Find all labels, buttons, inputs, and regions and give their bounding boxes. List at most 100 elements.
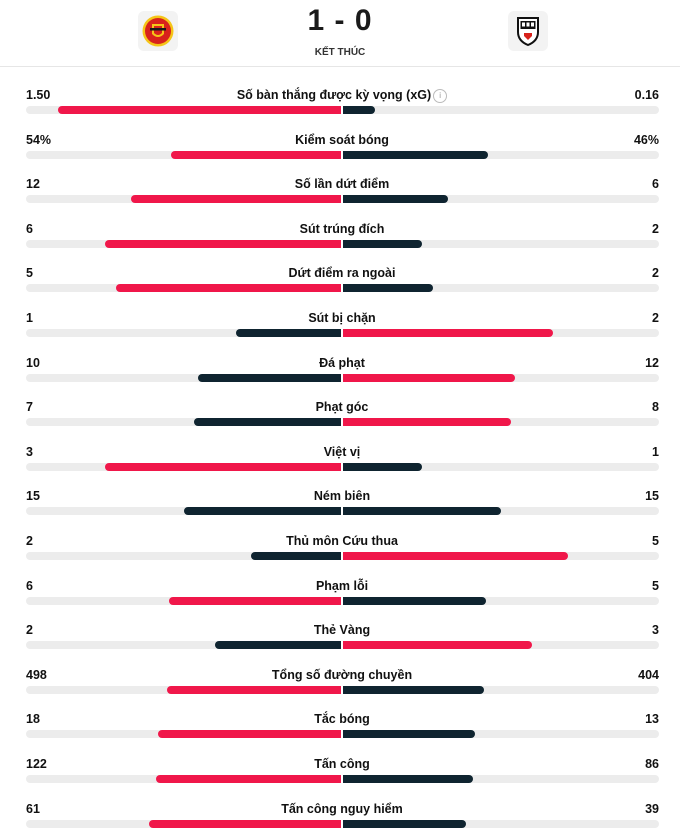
away-stat-bar: [343, 462, 422, 471]
away-stat-track: [343, 106, 659, 114]
stat-label: Số bàn thắng được kỳ vọng (xG) i: [0, 88, 680, 103]
home-stat-bar: [167, 685, 341, 694]
score: 1 - 0: [0, 4, 680, 38]
home-stat-value: 2: [26, 534, 33, 548]
away-stat-value: 46%: [633, 132, 659, 147]
stat-row: 61 Tấn công nguy hiểm 39: [0, 793, 680, 837]
home-stat-track: [26, 373, 341, 382]
home-stat-track: [26, 641, 341, 650]
away-stat-bar: [343, 329, 554, 337]
info-icon[interactable]: i: [433, 89, 448, 103]
home-stat-value: 1: [26, 311, 33, 325]
stat-label-text: Tấn công nguy hiểm: [281, 801, 403, 816]
away-score: 0: [354, 4, 373, 37]
stat-label-text: Số bàn thắng được kỳ vọng (xG): [236, 88, 432, 102]
stat-label-text: Thủ môn Cứu thua: [286, 534, 398, 548]
match-header: 1 - 0 KẾT THÚC: [0, 0, 680, 67]
away-stat-value: 6: [652, 177, 659, 192]
away-stat-value: 2: [652, 221, 659, 236]
away-stat-value: 15: [645, 489, 659, 504]
away-stat-track: [343, 462, 659, 471]
home-stat-value: 7: [26, 400, 33, 415]
stat-label-text: Phạt góc: [315, 400, 369, 415]
away-stat-bar: [343, 596, 487, 605]
home-stat-bar: [183, 507, 341, 516]
home-stat-value: 15: [26, 489, 40, 504]
away-stat-bar: [343, 819, 466, 828]
away-stat-track: [343, 373, 659, 382]
stat-label-text: Thẻ Vàng: [313, 623, 371, 638]
stat-label-text: Việt vị: [323, 444, 361, 459]
stat-row: 15 Ném biên 15: [0, 480, 680, 525]
away-stat-bar: [343, 685, 485, 694]
home-stat-track: [26, 195, 341, 204]
away-stat-bar: [343, 507, 501, 516]
home-stat-value: 10: [26, 355, 40, 370]
stat-row: 6 Phạm lỗi 5: [0, 570, 680, 615]
home-stat-track: [26, 239, 341, 248]
away-stat-value: 39: [645, 801, 659, 816]
home-stat-bar: [215, 641, 341, 650]
home-stat-track: [26, 418, 341, 427]
home-team-crest[interactable]: [138, 11, 178, 51]
stat-label-text: Số lần dứt điểm: [294, 177, 390, 192]
stat-row: 18 Tắc bóng 13: [0, 703, 680, 748]
away-stat-track: [343, 239, 659, 248]
stat-label-text: Đá phạt: [319, 355, 365, 370]
away-stat-value: 2: [652, 266, 659, 281]
stat-label-text: Tắc bóng: [314, 712, 370, 727]
away-stat-bar: [343, 239, 422, 248]
stat-label: Đá phạt: [0, 356, 680, 370]
away-stat-track: [343, 507, 659, 516]
away-stat-bar: [343, 195, 448, 204]
away-stat-track: [343, 641, 659, 650]
home-stat-bar: [57, 106, 341, 114]
home-stat-bar: [116, 284, 341, 293]
home-stat-value: 61: [26, 801, 40, 816]
away-stat-track: [343, 685, 659, 694]
away-stat-track: [343, 819, 659, 828]
stat-label-text: Kiểm soát bóng: [295, 132, 389, 147]
stat-label: Thủ môn Cứu thua: [0, 534, 680, 548]
home-stat-bar: [250, 552, 341, 560]
away-stat-value: 12: [645, 355, 659, 370]
away-stat-bar: [343, 106, 375, 114]
away-stat-track: [343, 775, 659, 783]
home-stat-value: 1.50: [26, 88, 51, 102]
away-stat-value: 5: [652, 578, 659, 593]
away-stat-value: 8: [652, 400, 659, 415]
away-stat-bar: [343, 552, 568, 560]
stat-row: 7 Phạt góc 8: [0, 391, 680, 436]
away-stat-track: [343, 552, 659, 560]
away-stat-value: 86: [645, 757, 659, 771]
stat-label: Số lần dứt điểm: [0, 177, 680, 191]
home-stat-track: [26, 284, 341, 293]
home-stat-bar: [197, 373, 341, 382]
away-stat-track: [343, 329, 659, 337]
away-stat-track: [343, 596, 659, 605]
home-stat-value: 2: [26, 623, 33, 638]
home-stat-track: [26, 819, 341, 828]
stat-row: 5 Dứt điểm ra ngoài 2: [0, 257, 680, 302]
home-stat-bar: [130, 195, 341, 204]
away-stat-track: [343, 284, 659, 293]
home-stat-bar: [158, 730, 341, 739]
stat-row: 2 Thủ môn Cứu thua 5: [0, 525, 680, 570]
score-separator: -: [334, 4, 346, 37]
away-stat-track: [343, 150, 659, 159]
away-stat-value: 3: [652, 623, 659, 638]
away-stat-bar: [343, 284, 434, 293]
home-stat-bar: [193, 418, 341, 427]
stat-label-text: Tổng số đường chuyền: [271, 667, 413, 682]
stat-label: Ném biên: [0, 489, 680, 503]
stat-label-text: Sút bị chặn: [308, 311, 376, 325]
stat-row: 12 Số lần dứt điểm 6: [0, 168, 680, 213]
away-stat-value: 0.16: [634, 88, 659, 102]
home-stat-bar: [148, 819, 341, 828]
home-stat-bar: [104, 462, 341, 471]
home-stat-track: [26, 329, 341, 337]
stat-label: Tổng số đường chuyền: [0, 668, 680, 682]
stat-row: 498 Tổng số đường chuyền 404: [0, 659, 680, 704]
stat-label: Tắc bóng: [0, 712, 680, 726]
away-team-crest[interactable]: [508, 11, 548, 51]
